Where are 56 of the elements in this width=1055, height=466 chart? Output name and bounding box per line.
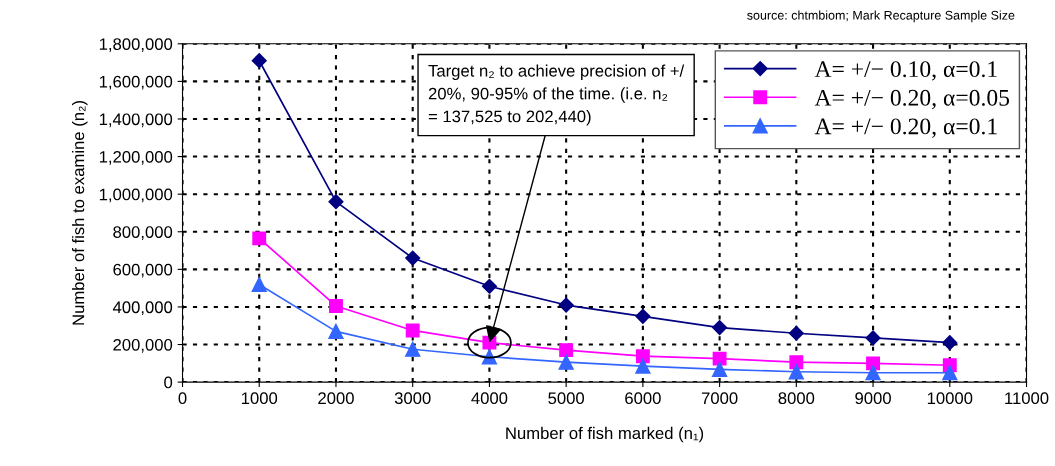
legend-label: A= +/− 0.20, α=0.1	[814, 118, 997, 138]
point	[788, 325, 804, 341]
point	[712, 351, 727, 366]
y-tick-label: 1,600,000	[99, 75, 173, 90]
x-tick-label: 9000	[855, 392, 891, 405]
y-tick-label: 400,000	[112, 301, 173, 316]
point	[712, 320, 728, 336]
point	[865, 330, 881, 346]
point	[635, 308, 651, 324]
point	[788, 364, 804, 380]
point	[865, 365, 881, 381]
x-tick-label: 11000	[1005, 392, 1049, 405]
point	[481, 349, 498, 365]
y-tick-label: 200,000	[113, 338, 173, 353]
point	[481, 278, 497, 294]
x-tick-label: 2000	[318, 392, 354, 405]
x-tick-label: 6000	[625, 392, 661, 405]
y-tick-label: 1,000,000	[99, 188, 173, 203]
point	[789, 355, 804, 370]
point	[942, 365, 958, 381]
point	[942, 335, 958, 351]
point	[635, 358, 651, 374]
point	[252, 231, 267, 246]
y-tick-label: 0	[164, 376, 173, 389]
point	[559, 343, 574, 358]
point	[251, 276, 267, 293]
point	[711, 361, 728, 377]
legend-label: A= +/− 0.20, α=0.05	[814, 89, 1010, 110]
x-tick-label: 10000	[927, 392, 973, 405]
point	[251, 53, 267, 69]
point	[558, 297, 574, 313]
x-tick-label: 3000	[394, 392, 431, 405]
y-tick-label: 600,000	[113, 263, 173, 278]
x-tick-label: 4000	[471, 392, 508, 405]
y-tick-label: 1,200,000	[99, 150, 173, 165]
x-tick-label: 0	[178, 392, 187, 405]
x-axis-title: Number of fish marked (n₁)	[506, 426, 704, 443]
x-tick-label: 8000	[778, 392, 815, 405]
point	[328, 323, 344, 340]
y-tick-label: 1,400,000	[99, 113, 173, 128]
point	[328, 194, 344, 210]
x-tick-label: 7000	[701, 392, 738, 405]
y-tick-label: 1,800,000	[99, 38, 173, 52]
x-tick-label: 5000	[548, 392, 585, 405]
point	[405, 323, 420, 338]
annotation: Target n₂ to achieve precision of +/ 20%, 90-95% of the time. (i.e. n₂ = 137,525 to 202,440)	[428, 64, 685, 126]
point	[405, 341, 421, 357]
point	[635, 349, 650, 364]
point	[558, 354, 574, 370]
y-axis-title: Number of fish to examine (n₂)	[72, 100, 88, 325]
legend-label: A= +/− 0.10, α=0.1	[814, 61, 997, 81]
point	[329, 299, 343, 313]
point	[405, 250, 421, 266]
y-tick-label: 800,000	[113, 226, 173, 240]
source-note: source: chtmbiom; Mark Recapture Sample Size	[747, 10, 1015, 23]
x-tick-label: 1000	[241, 392, 278, 405]
